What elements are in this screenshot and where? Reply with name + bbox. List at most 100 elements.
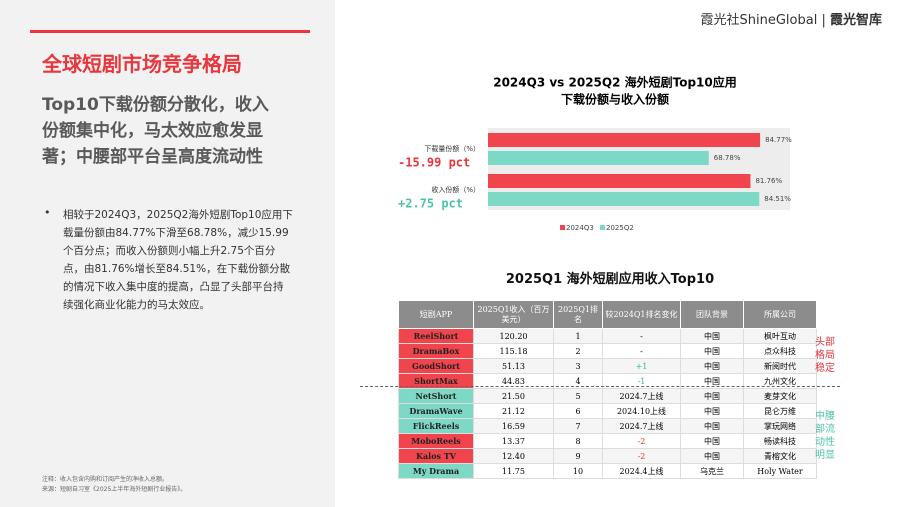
table-cell: 5 (553, 388, 603, 404)
header-row: 短剧APP 2025Q1收入（百万美元） 2025Q1排名 较2024Q1排名变化 团队… (398, 300, 817, 329)
table-row: My Drama 11.75 10 2024.4上线 乌克兰 Holy Water (398, 463, 817, 479)
table-cell: 7 (553, 418, 603, 434)
table-row: NetShort 21.50 5 2024.7上线 中国 麦芽文化 (398, 388, 817, 404)
column-header: 2025Q1收入（百万美元） (473, 300, 554, 329)
table-cell: 中国 (680, 358, 744, 374)
table-cell: 九州文化 (743, 373, 817, 389)
left-panel (0, 0, 335, 507)
column-header: 团队背景 (680, 300, 744, 329)
column-header: 2025Q1排名 (553, 300, 603, 329)
table-cell: 12.40 (473, 448, 554, 464)
app-cell: GoodShort (398, 358, 474, 374)
table-cell: 10 (553, 463, 603, 479)
table-cell: 13.37 (473, 433, 554, 449)
annotation: +2.75 pct (398, 197, 463, 211)
legend-label: 2025Q2 (606, 224, 634, 232)
chart: 2024Q3 vs 2025Q2 海外短剧Top10应用 下载份额与收入份额 下… (398, 75, 792, 233)
app-cell: Kalos TV (398, 448, 474, 464)
table-cell: 掌玩网络 (743, 418, 817, 434)
table-row: GoodShort 51.13 3 +1 中国 新阅时代 (398, 358, 817, 374)
table-cell: -2 (602, 448, 681, 464)
brand-header: 霞光社ShineGlobal | 霞光智库 (701, 9, 883, 28)
bullet-text: 相较于2024Q3，2025Q2海外短剧Top10应用下载量份额由84.77%下… (63, 209, 293, 311)
table-cell: 中国 (680, 388, 744, 404)
legend-swatch (560, 225, 565, 230)
table-cell: +1 (602, 358, 681, 374)
table-row: ReelShort 120.20 1- 中国 枫叶互动 (398, 328, 817, 344)
table-cell: 2 (553, 343, 603, 359)
table-cell: 2024.10上线 (602, 403, 681, 419)
bar (488, 133, 761, 147)
table-cell: 中国 (680, 433, 744, 449)
table-row: DramaBox 115.18 2- 中国 点众科技 (398, 343, 817, 359)
bar (488, 151, 709, 165)
table-cell: 2024.4上线 (602, 463, 681, 479)
table-cell: 枫叶互动 (743, 328, 817, 344)
divider: | (821, 13, 826, 28)
table-cell: 中国 (680, 343, 744, 359)
table-cell: Holy Water (743, 463, 817, 479)
column-header: 所属公司 (743, 300, 817, 329)
table-cell: 2024.7上线 (602, 418, 681, 434)
table-cell: 6 (553, 403, 603, 419)
table-cell: 9 (553, 448, 603, 464)
app-cell: NetShort (398, 388, 474, 404)
bar (488, 192, 760, 206)
table-cell: 中国 (680, 328, 744, 344)
accent-line (30, 30, 310, 33)
value-label: 68.78% (714, 154, 741, 162)
bar (488, 174, 751, 188)
table-cell: 44.83 (473, 373, 554, 389)
table-cell: 点众科技 (743, 343, 817, 359)
table-cell: -2 (602, 433, 681, 449)
table-cell: 新阅时代 (743, 358, 817, 374)
value-label: 84.77% (765, 136, 792, 144)
subtitle: Top10下载份额分散化，收入 份额集中化，马太效应愈发显 著；中腰部平台呈高度… (42, 92, 269, 170)
table-cell: - (602, 328, 681, 344)
app-cell: MoboReels (398, 433, 474, 449)
table-cell: 21.12 (473, 403, 554, 419)
table-cell: 51.13 (473, 358, 554, 374)
subtitle-line: Top10下载份额分散化，收入 (42, 95, 269, 115)
group-label: 头部格局稳定 (815, 337, 835, 374)
table-row: ShortMax 44.83 4 -1 中国 九州文化 (398, 373, 817, 389)
table-cell: 8 (553, 433, 603, 449)
table-cell: - (602, 343, 681, 359)
brand: 霞光社ShineGlobal (700, 13, 818, 28)
table-cell: 中国 (680, 448, 744, 464)
legend-swatch (600, 225, 605, 230)
column-header: 短剧APP (398, 300, 474, 329)
subtitle-line: 著；中腰部平台呈高度流动性 (42, 147, 263, 167)
value-label: 84.51% (764, 195, 791, 203)
group-label: 中腰部流动性明显 (815, 411, 835, 461)
table-cell: 11.75 (473, 463, 554, 479)
table-cell: 乌克兰 (680, 463, 744, 479)
table-row: MoboReels 13.37 8 -2 中国 畅读科技 (398, 433, 817, 449)
table-row: Kalos TV 12.40 9 -2 中国 青榕文化 (398, 448, 817, 464)
category-label: 收入份额（%） (431, 185, 480, 194)
table-cell: 16.59 (473, 418, 554, 434)
table: 短剧APP 2025Q1收入（百万美元） 2025Q1排名 较2024Q1排名变化 团队… (398, 300, 817, 479)
chart-title: 2024Q3 vs 2025Q2 海外短剧Top10应用 (493, 75, 737, 90)
column-header: 较2024Q1排名变化 (602, 300, 681, 329)
separator (360, 386, 840, 387)
table-row: FlickReels 16.59 7 2024.7上线 中国 掌玩网络 (398, 418, 817, 434)
legend-label: 2024Q3 (566, 224, 594, 232)
app-cell: My Drama (398, 463, 474, 479)
subtitle-line: 份额集中化，马太效应愈发显 (42, 121, 263, 141)
category-label: 下载量份额（%） (424, 144, 480, 153)
value-label: 81.76% (755, 177, 782, 185)
table-title: 2025Q1 海外短剧应用收入Top10 (505, 272, 715, 287)
table-cell: 3 (553, 358, 603, 374)
table-cell: 昆仑万维 (743, 403, 817, 419)
table-cell: 21.50 (473, 388, 554, 404)
chart-title: 下载份额与收入份额 (561, 92, 669, 107)
slide-title: 全球短剧市场竞争格局 (42, 52, 242, 76)
bullet-dot: • (44, 206, 51, 219)
table-cell: 中国 (680, 403, 744, 419)
table-cell: 中国 (680, 418, 744, 434)
app-cell: DramaWave (398, 403, 474, 419)
table-cell: 115.18 (473, 343, 554, 359)
table-cell: 麦芽文化 (743, 388, 817, 404)
table-cell: 2024.7上线 (602, 388, 681, 404)
